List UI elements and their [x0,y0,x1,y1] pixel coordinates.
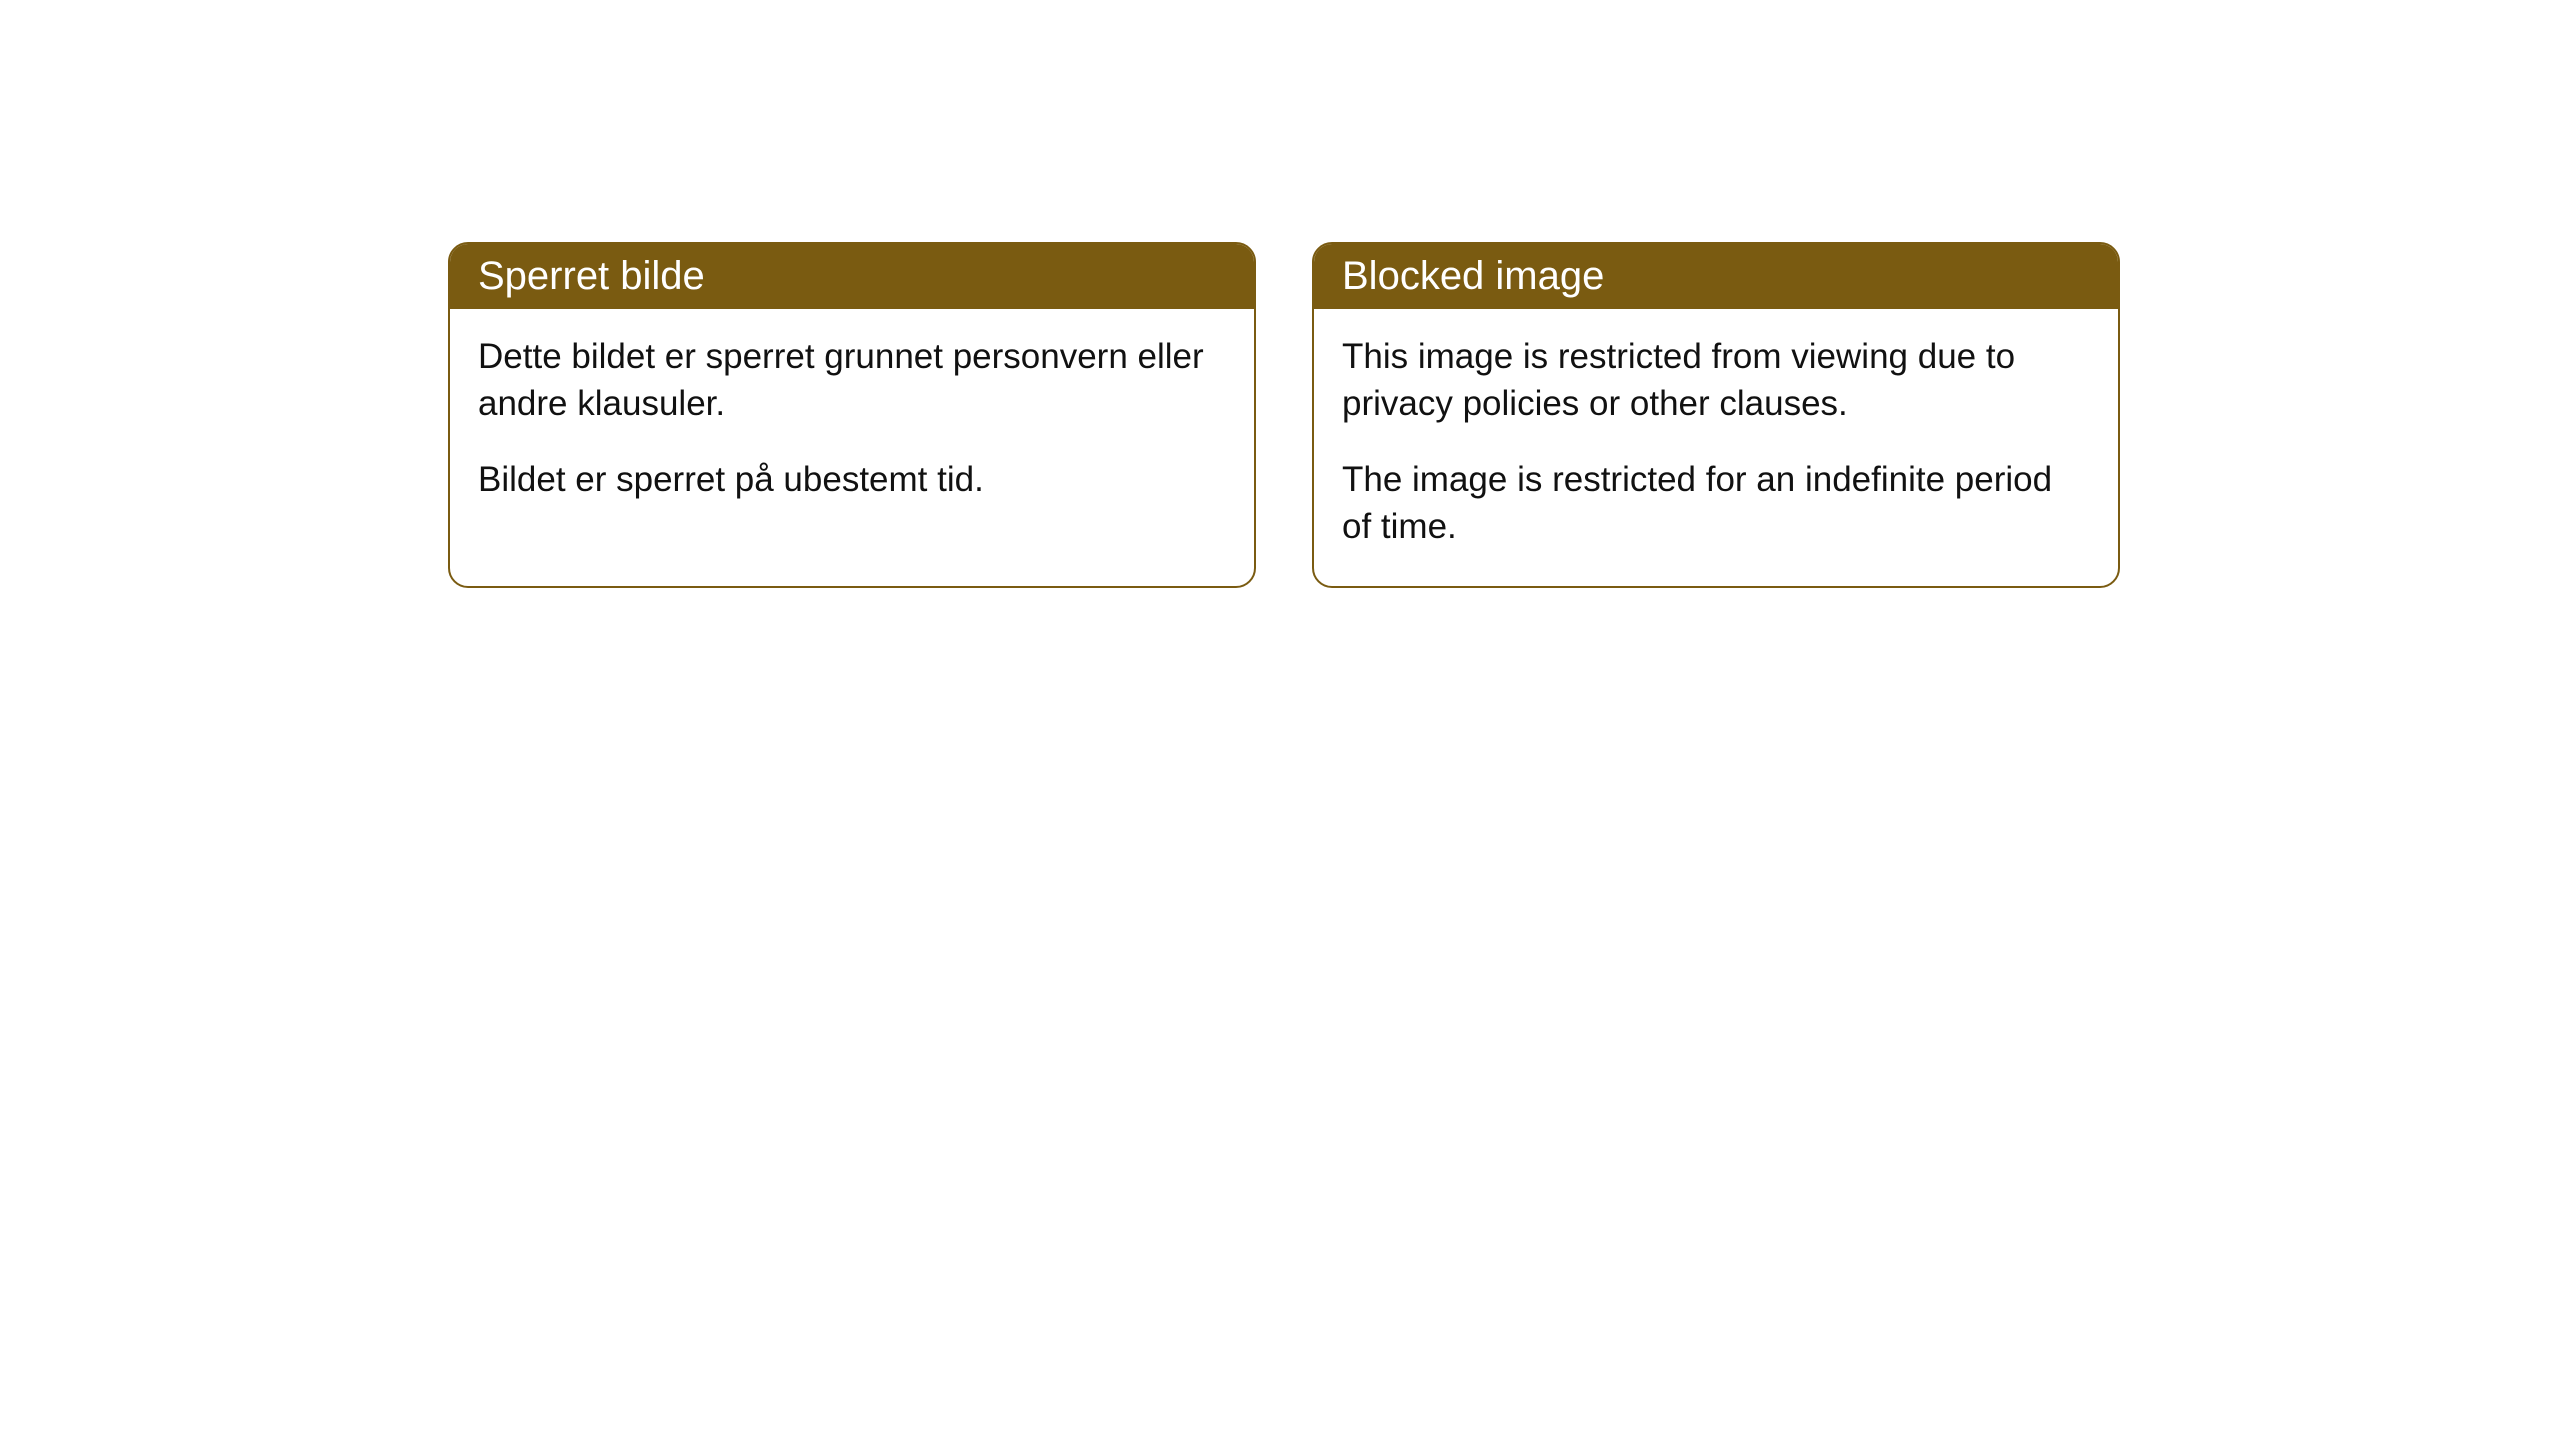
card-title: Sperret bilde [478,254,705,298]
card-paragraph: The image is restricted for an indefinit… [1342,456,2090,551]
card-body: Dette bildet er sperret grunnet personve… [450,309,1254,539]
card-header: Sperret bilde [450,244,1254,309]
notice-card-norwegian: Sperret bilde Dette bildet er sperret gr… [448,242,1256,588]
card-paragraph: This image is restricted from viewing du… [1342,333,2090,428]
notice-container: Sperret bilde Dette bildet er sperret gr… [0,0,2560,588]
card-paragraph: Bildet er sperret på ubestemt tid. [478,456,1226,503]
card-paragraph: Dette bildet er sperret grunnet personve… [478,333,1226,428]
card-body: This image is restricted from viewing du… [1314,309,2118,586]
notice-card-english: Blocked image This image is restricted f… [1312,242,2120,588]
card-header: Blocked image [1314,244,2118,309]
card-title: Blocked image [1342,254,1604,298]
